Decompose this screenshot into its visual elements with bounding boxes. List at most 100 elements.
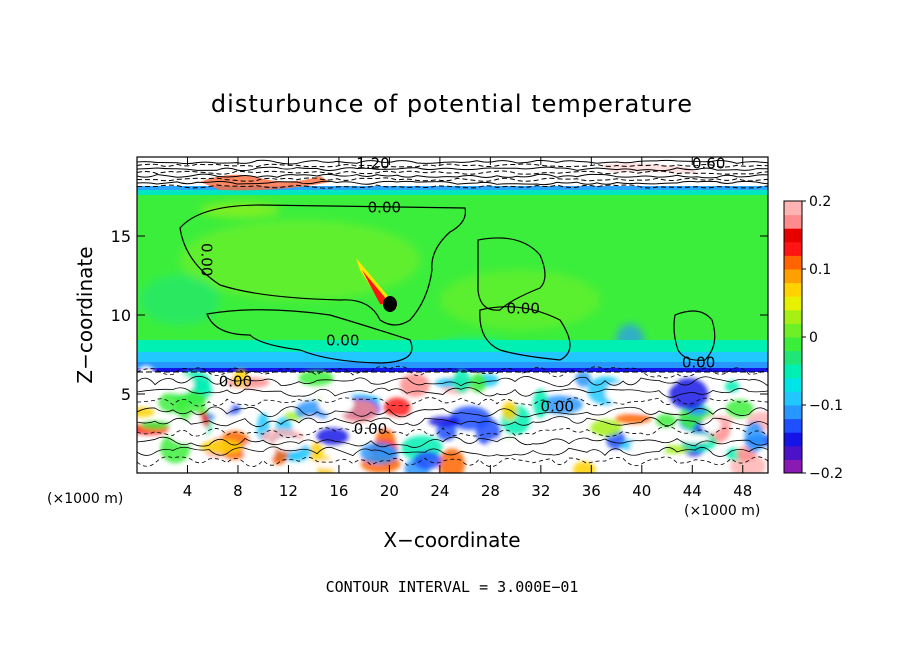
turbulence-blob [669, 377, 709, 410]
turbulence-gap [749, 375, 768, 391]
turbulence-gap [563, 421, 577, 442]
turbulence-blob [383, 397, 411, 418]
turbulence-blob [140, 421, 171, 430]
y-axis: 5 10 15 [111, 227, 768, 404]
contour-label: 0.00 [354, 420, 387, 438]
stratosphere-contour [137, 173, 768, 179]
turbulence-blob [539, 395, 583, 415]
stratosphere-contour [137, 180, 768, 186]
colorbar-swatch [784, 241, 802, 256]
turbulence-blob [298, 370, 334, 386]
colorbar-tick-label: 0 [809, 330, 818, 346]
lower-layer-contour [137, 397, 768, 407]
colorbar-swatch [784, 282, 802, 297]
colorbar-swatch [784, 377, 802, 392]
colorbar [784, 201, 802, 474]
x-axis-title: X−coordinate [383, 528, 520, 552]
contour-interval-note: CONTOUR INTERVAL = 3.000E−01 [326, 578, 579, 596]
lower-layer-contour [137, 425, 768, 438]
colorbar-swatch [784, 255, 802, 270]
turbulence-gap [300, 416, 322, 426]
turbulence-blob [158, 392, 188, 413]
x-tick-label: 40 [632, 482, 651, 500]
turbulence-blob [590, 419, 622, 437]
colorbar-swatch [784, 323, 802, 338]
turbulence-blob [655, 413, 677, 428]
turbulence-gap [168, 420, 205, 444]
x-tick-label: 48 [733, 482, 752, 500]
lower-layer-contour [137, 436, 768, 448]
x-tick-label: 12 [279, 482, 298, 500]
turbulence-blob [399, 373, 430, 397]
colorbar-swatch [784, 391, 802, 406]
x-tick-label: 44 [683, 482, 702, 500]
contour-label: 0.60 [692, 154, 725, 172]
turbulence-gap [273, 437, 304, 452]
contour-label: 0.00 [368, 199, 401, 217]
turbulence-blob [360, 442, 398, 464]
turbulence-gap [701, 417, 721, 433]
lower-layer-contour [137, 416, 768, 427]
turbulence-gap [243, 439, 276, 462]
colorbar-swatch [784, 269, 802, 284]
colorbar-swatch [784, 418, 802, 433]
stratosphere-contour [137, 184, 768, 189]
stratosphere-contour [137, 163, 768, 168]
heatmap-field [137, 157, 768, 473]
colorbar-ticks: 0.2 0.1 0 −0.1 −0.2 [802, 194, 843, 482]
y-axis-title: Z−coordinate [73, 246, 97, 383]
colorbar-swatch [784, 405, 802, 420]
turbulence-gap [512, 376, 533, 392]
turbulence-gap [314, 460, 353, 469]
colorbar-tick-label: −0.1 [809, 398, 843, 414]
colorbar-swatch [784, 201, 802, 216]
contour-label: 0.00 [197, 243, 215, 276]
turbulence-blob [730, 454, 766, 473]
x-tick-label: 16 [329, 482, 348, 500]
y-tick-label: 10 [111, 306, 131, 325]
contour-label: 0.00 [506, 300, 539, 318]
contour-label: 0.00 [682, 353, 715, 371]
x-tick-label: 36 [582, 482, 601, 500]
colorbar-swatch [784, 214, 802, 229]
colorbar-swatch [784, 350, 802, 365]
turbulence-blob [533, 388, 548, 419]
turbulence-blob [137, 407, 155, 418]
turbulence-gap [678, 434, 711, 443]
contour-label: 0.00 [541, 398, 574, 416]
colorbar-tick-label: −0.2 [809, 466, 843, 482]
turbulence-blob [316, 428, 349, 445]
turbulence-blob [744, 421, 765, 453]
colorbar-swatch [784, 309, 802, 324]
x-tick-label: 8 [233, 482, 243, 500]
colorbar-swatch [784, 364, 802, 379]
colorbar-swatch [784, 228, 802, 243]
x-tick-label: 32 [531, 482, 550, 500]
stratosphere-contour [137, 159, 768, 165]
lower-layer-contour [137, 375, 768, 387]
z-unit-label: (×1000 m) [47, 491, 123, 507]
contour-label: 0.00 [326, 331, 359, 349]
stratosphere-contour [137, 170, 768, 175]
turbulence-blob [428, 416, 461, 427]
x-tick-label: 24 [430, 482, 449, 500]
turbulence-gap [628, 400, 652, 413]
colorbar-swatch [784, 296, 802, 311]
chart-title: disturbunce of potential temperature [211, 90, 693, 118]
colorbar-tick-label: 0.2 [809, 194, 831, 210]
x-unit-label: (×1000 m) [684, 503, 760, 519]
turbulence-gap [605, 383, 628, 403]
turbulence-gap [563, 384, 578, 395]
turbulence-gap [364, 380, 387, 393]
turbulence-blob [724, 380, 740, 393]
x-axis: 4 8 12 16 20 24 28 32 36 40 44 48 [183, 157, 752, 500]
stratosphere-contour [137, 177, 768, 182]
turbulence-blob [233, 369, 249, 387]
turbulence-gap [475, 447, 504, 460]
colorbar-swatch [784, 445, 802, 460]
turbulence-gap [318, 391, 354, 416]
x-tick-label: 28 [481, 482, 500, 500]
colorbar-swatch [784, 459, 802, 474]
contour-label: 1.20 [356, 154, 389, 172]
